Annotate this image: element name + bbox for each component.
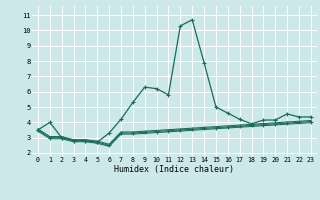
X-axis label: Humidex (Indice chaleur): Humidex (Indice chaleur) — [115, 165, 234, 174]
